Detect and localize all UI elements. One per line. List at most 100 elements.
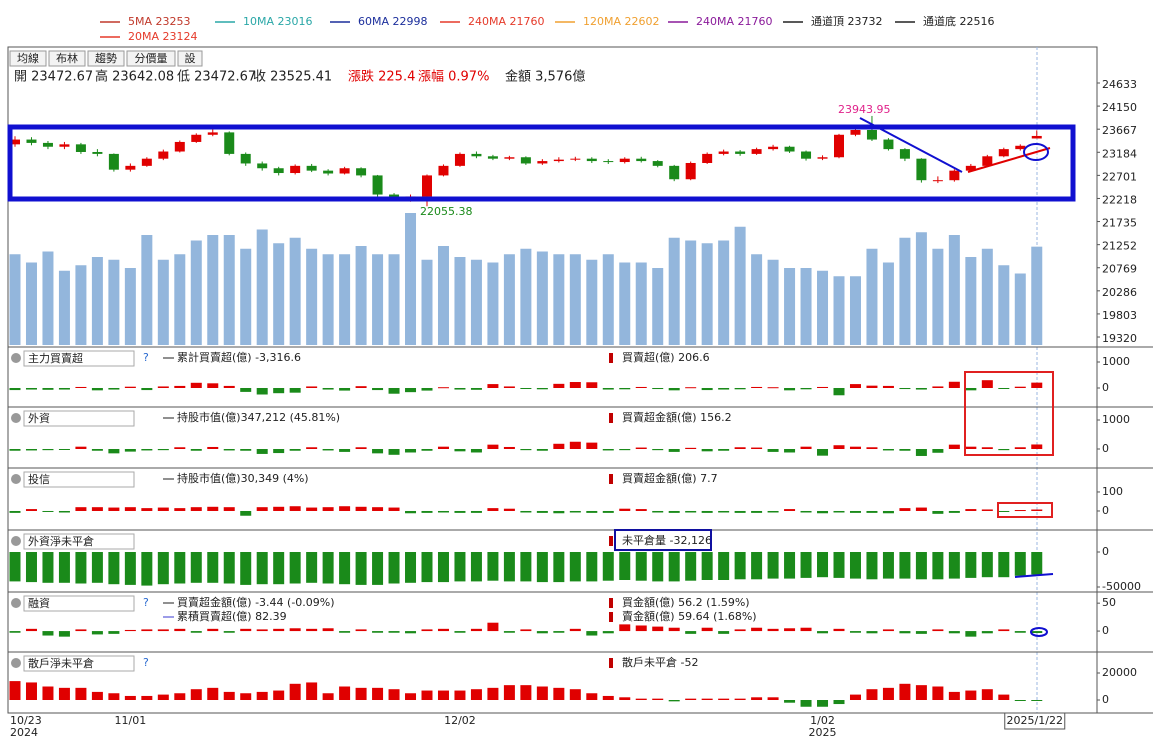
volume-bar — [454, 257, 466, 345]
panel-bar — [981, 447, 993, 450]
panel-bar — [882, 385, 894, 388]
panel-bar — [652, 552, 664, 582]
panel-close[interactable] — [11, 536, 21, 546]
y-tick-label: 100 — [1102, 485, 1123, 498]
panel-bar — [273, 628, 285, 632]
panel-bar — [405, 552, 417, 583]
panel-bar — [718, 552, 730, 580]
volume-bar — [849, 276, 861, 345]
panel-note: 買金額(億) 56.2 (1.59%) — [622, 595, 750, 609]
panel-bar — [470, 628, 482, 632]
panel-close[interactable] — [11, 598, 21, 608]
panel-bar — [487, 552, 499, 581]
panel-select[interactable] — [23, 350, 135, 367]
panel-bar — [536, 387, 548, 390]
panel-bar — [289, 506, 301, 511]
panel-bar — [833, 387, 845, 396]
panel-bar — [817, 699, 829, 707]
candle-body — [207, 132, 218, 135]
panel-bar — [817, 386, 829, 388]
panel-bar — [273, 449, 285, 454]
candle-body — [224, 132, 235, 154]
toolbar-button[interactable] — [87, 50, 125, 67]
panel-select[interactable] — [23, 410, 135, 427]
panel-bar — [553, 552, 565, 583]
volume-bar — [108, 259, 120, 345]
panel-title[interactable]: 融資 — [28, 597, 50, 610]
panel-title[interactable]: 外資淨未平倉 — [28, 534, 94, 548]
panel-close[interactable] — [11, 413, 21, 423]
panel-bar — [9, 449, 21, 451]
panel-bar — [157, 386, 169, 388]
panel-bar — [866, 552, 878, 580]
panel-help[interactable]: ? — [143, 656, 149, 669]
panel-bar — [207, 687, 219, 700]
panel-bar — [339, 631, 351, 633]
toolbar-label[interactable]: 分價量 — [135, 51, 168, 65]
panel-help[interactable]: ? — [143, 351, 149, 364]
candle-body — [174, 141, 185, 152]
panel-bar — [124, 695, 136, 700]
candle-body — [866, 129, 877, 140]
panel-bar — [734, 698, 746, 700]
candle-body — [586, 158, 597, 162]
panel-bar — [668, 699, 680, 702]
y-tick-label: 21735 — [1102, 217, 1137, 230]
panel-bar — [932, 449, 944, 453]
panel-bar — [437, 387, 449, 389]
volume-bar — [685, 240, 697, 345]
panel-title[interactable]: 外資 — [28, 412, 50, 425]
panel-close[interactable] — [11, 353, 21, 363]
panel-title[interactable]: 主力買賣超 — [28, 351, 83, 365]
panel-bar — [800, 627, 812, 632]
panel-bar — [470, 510, 482, 513]
panel-bar — [190, 507, 202, 511]
panel-bar — [306, 447, 318, 450]
note-icon — [609, 353, 613, 363]
panel-close[interactable] — [11, 658, 21, 668]
panel-bar — [998, 510, 1010, 512]
panel-bar — [141, 387, 153, 391]
volume-bar — [25, 262, 37, 345]
panel-help[interactable]: ? — [143, 596, 149, 609]
panel-bar — [899, 508, 911, 511]
panel-bar — [734, 552, 746, 580]
panel-title[interactable]: 投信 — [28, 472, 50, 486]
panel-bar — [75, 552, 87, 584]
toolbar-button[interactable] — [48, 50, 86, 67]
highlight-ellipse — [1030, 627, 1048, 637]
toolbar-label[interactable]: 布林 — [56, 51, 78, 65]
panel-bar — [75, 629, 87, 632]
panel-bar — [800, 387, 812, 390]
candle-body — [422, 175, 432, 197]
panel-note: 累計買賣超(億) -3,316.6 — [177, 350, 301, 364]
candle-body — [685, 162, 696, 180]
volume-bar — [635, 262, 647, 345]
toolbar-button[interactable] — [126, 50, 176, 67]
toolbar-label[interactable]: 設 — [185, 51, 196, 65]
panel-bar — [75, 386, 87, 388]
panel-select[interactable] — [23, 533, 135, 550]
panel-select[interactable] — [23, 655, 135, 672]
volume-bar — [553, 254, 565, 345]
candle-body — [471, 153, 482, 157]
toolbar-label[interactable]: 趨勢 — [95, 51, 117, 65]
panel-title[interactable]: 散戶淨未平倉 — [28, 656, 94, 670]
panel-close[interactable] — [11, 474, 21, 484]
high-annotation: 23943.95 — [838, 103, 891, 116]
panel-bar — [849, 446, 861, 450]
panel-bar — [454, 690, 466, 700]
toolbar-button[interactable] — [9, 50, 47, 67]
volume-bar — [174, 254, 186, 345]
panel-select[interactable] — [23, 595, 135, 612]
toolbar-button[interactable] — [177, 50, 203, 67]
candle-body — [158, 151, 169, 159]
volume-bar — [718, 240, 730, 345]
panel-bar — [866, 631, 878, 634]
toolbar-label[interactable]: 均線 — [17, 51, 39, 65]
quote-value: 開 23472.67 — [14, 70, 93, 85]
low-annotation: 22055.38 — [420, 205, 473, 218]
panel-select[interactable] — [23, 471, 135, 488]
panel-bar — [223, 552, 235, 584]
panel-bar — [256, 449, 268, 454]
